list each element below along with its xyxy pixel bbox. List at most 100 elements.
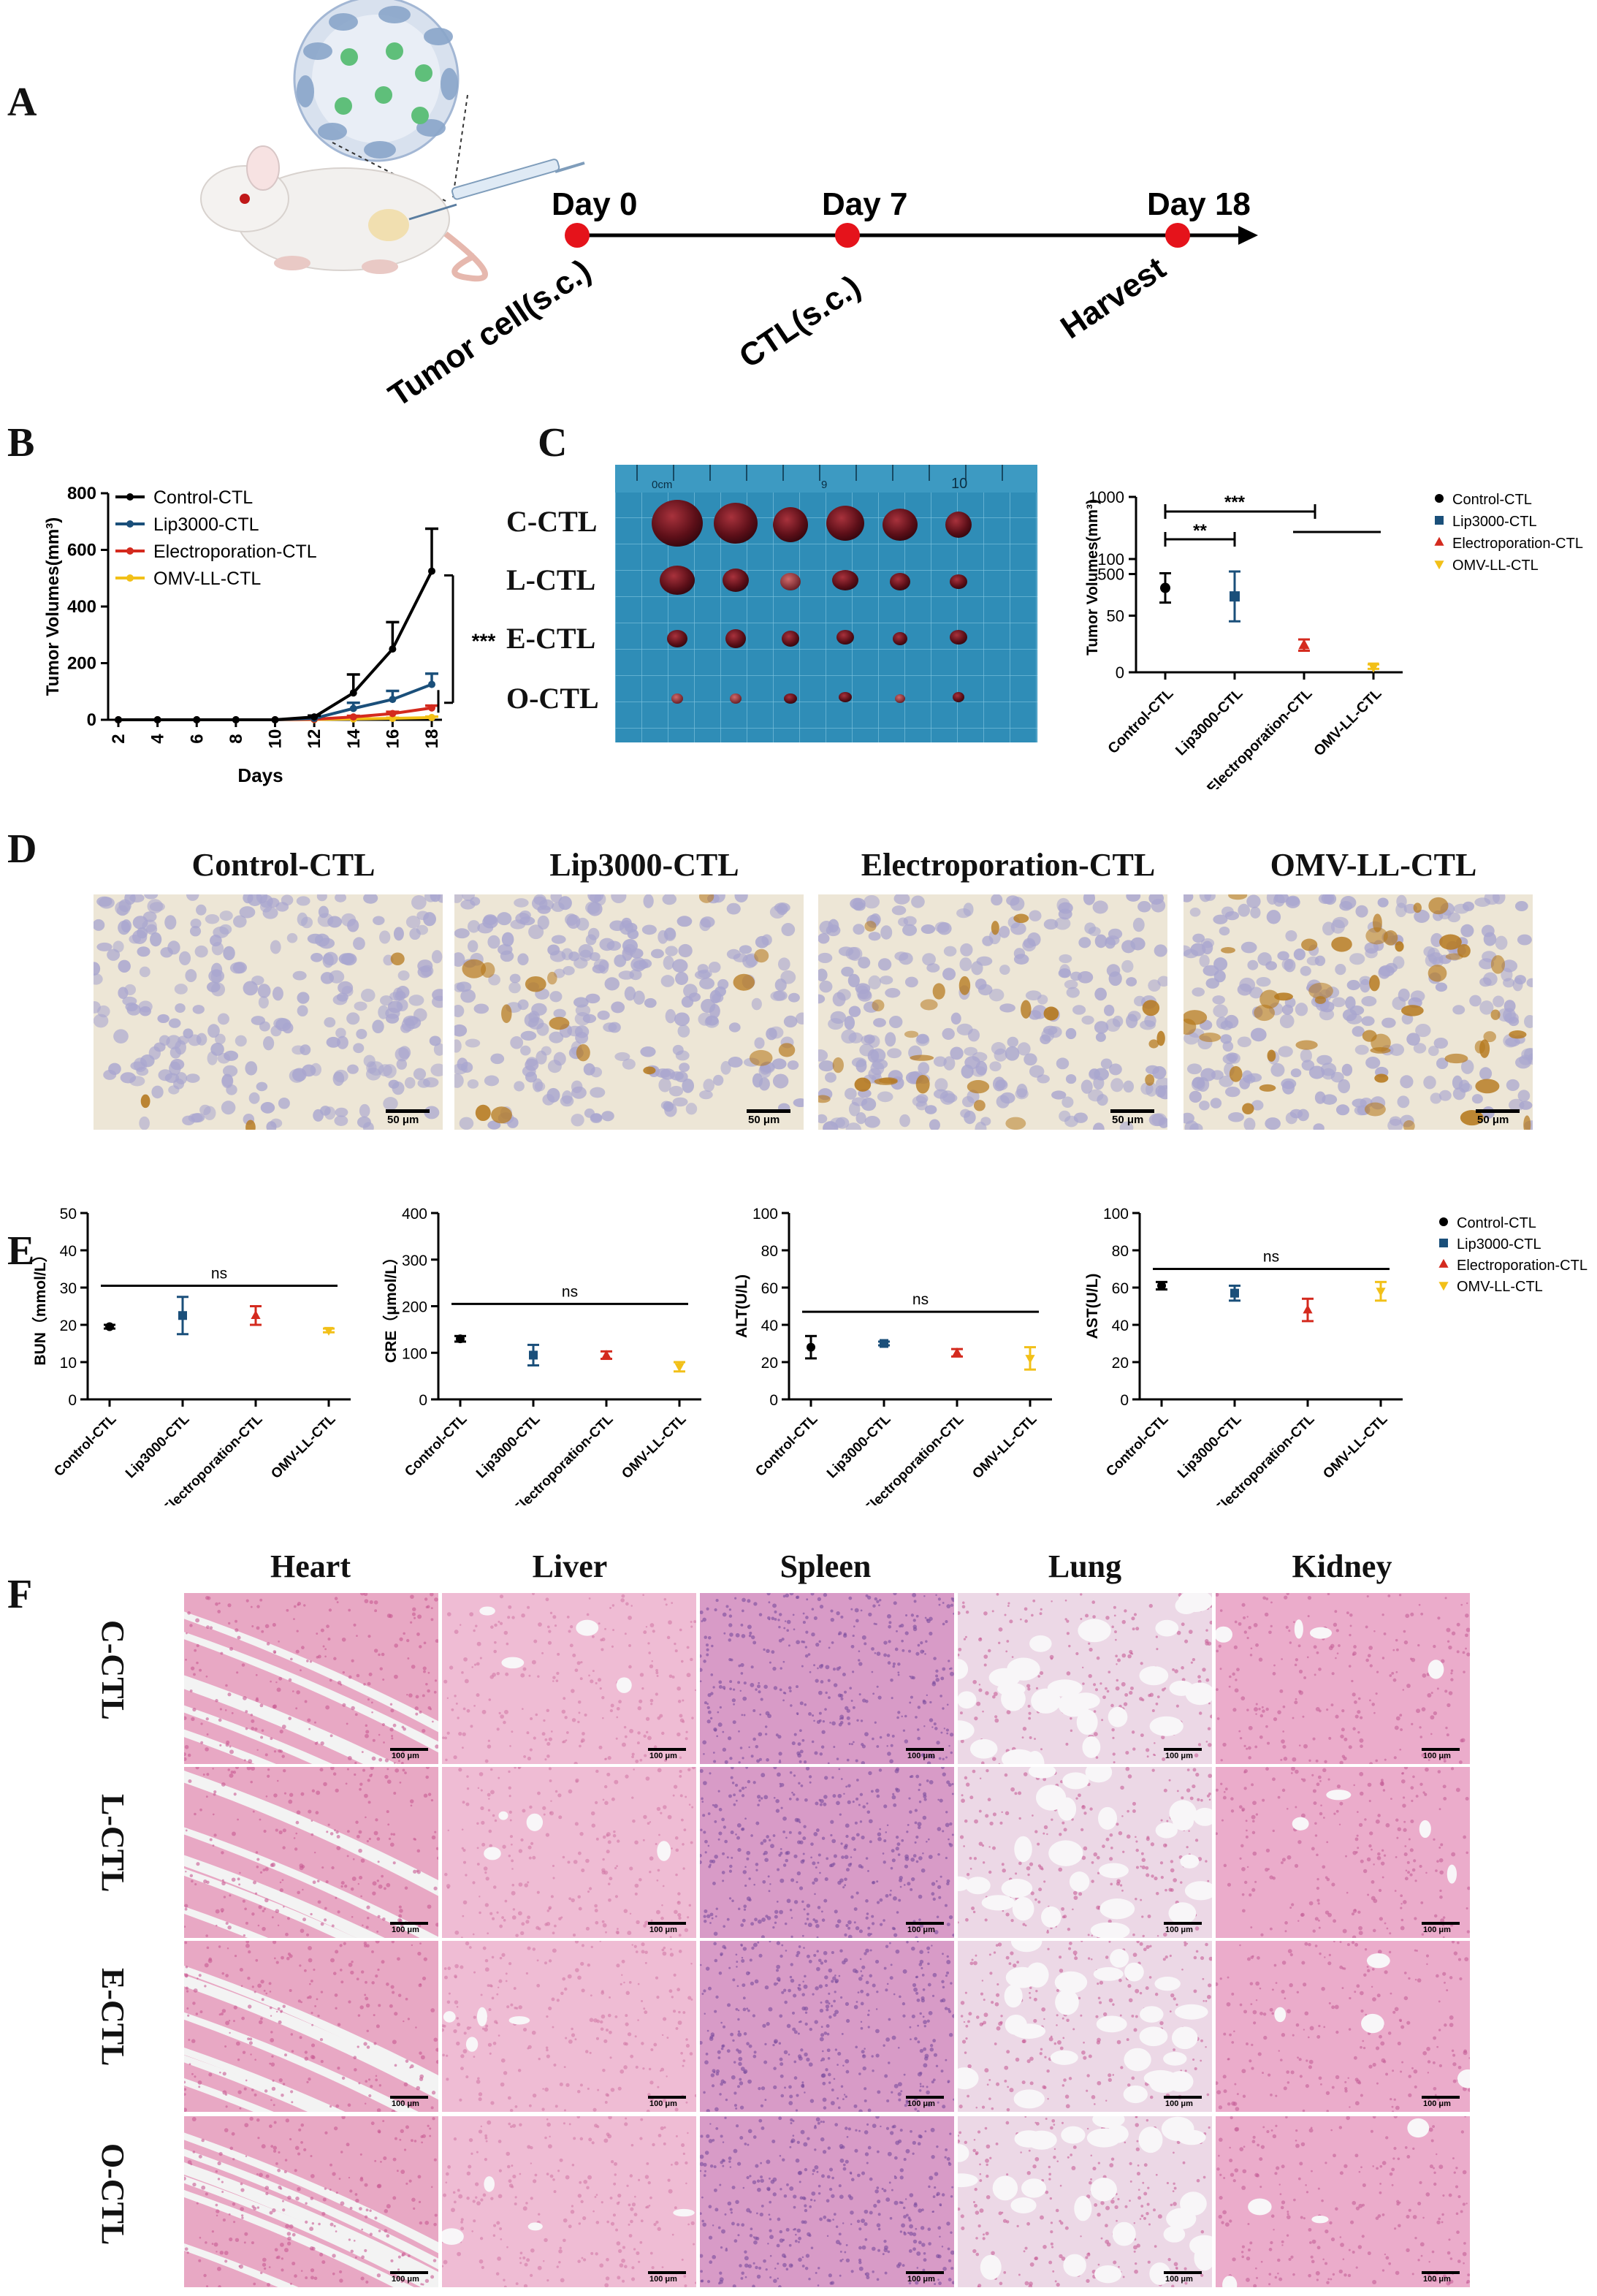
nucleus — [302, 1888, 304, 1891]
nucleus — [1064, 1115, 1078, 1128]
nucleus — [203, 1879, 207, 1884]
nucleus — [482, 916, 498, 929]
nucleus — [256, 1605, 260, 1608]
nucleus — [260, 2017, 263, 2021]
nucleus — [297, 912, 308, 927]
nucleus — [1281, 1739, 1285, 1744]
nucleus — [537, 1791, 541, 1795]
nucleus — [1326, 1708, 1329, 1711]
nucleus — [399, 1782, 402, 1784]
nucleus — [804, 1646, 808, 1649]
nucleus — [1318, 1926, 1321, 1929]
nucleus — [917, 1643, 921, 1647]
day-7-label: Day 7 — [822, 186, 907, 222]
data-point — [880, 1339, 888, 1348]
nucleus — [335, 1896, 338, 1899]
nucleus — [932, 1897, 936, 1901]
lumen — [1001, 1879, 1033, 1898]
nucleus — [1425, 1767, 1429, 1772]
nucleus — [543, 1719, 546, 1722]
nucleus — [1302, 1715, 1305, 1718]
nucleus — [1043, 1880, 1046, 1883]
nucleus — [729, 1632, 733, 1637]
stain-spot — [1483, 1031, 1496, 1043]
nucleus — [691, 1717, 694, 1719]
nucleus — [1023, 938, 1035, 949]
nucleus — [704, 1919, 707, 1923]
nucleus — [1095, 1032, 1106, 1042]
nucleus — [668, 1085, 684, 1097]
stain-spot — [698, 894, 714, 903]
nucleus — [113, 940, 124, 953]
nucleus — [662, 1951, 667, 1956]
nucleus — [1334, 1610, 1338, 1613]
lumen — [1292, 1817, 1309, 1831]
nucleus — [602, 2068, 606, 2072]
nucleus — [876, 1794, 880, 1798]
nucleus — [844, 1884, 847, 1887]
nucleus — [308, 1945, 312, 1950]
nucleus — [185, 1986, 189, 1990]
nucleus — [206, 1625, 210, 1630]
nucleus — [731, 1899, 734, 1903]
nucleus — [817, 1667, 819, 1670]
nucleus — [245, 1941, 250, 1944]
nucleus — [728, 1623, 733, 1627]
nucleus — [281, 1725, 286, 1729]
stain-spot — [245, 1120, 256, 1130]
nucleus — [490, 1985, 493, 1988]
tissue-gap — [184, 1611, 438, 1733]
nucleus — [1272, 1672, 1276, 1676]
nucleus — [329, 1734, 333, 1738]
nucleus — [831, 1721, 836, 1726]
nucleus — [1441, 1659, 1445, 1663]
nucleus — [855, 1833, 860, 1837]
nucleus — [848, 1596, 853, 1600]
nucleus — [1048, 1026, 1062, 1038]
nucleus — [1335, 1104, 1350, 1116]
nucleus — [726, 902, 741, 915]
stain-spot — [1444, 1053, 1468, 1064]
nucleus — [1121, 1619, 1126, 1624]
nucleus — [939, 1798, 943, 1803]
nucleus — [1106, 1689, 1110, 1693]
nucleus — [782, 1863, 787, 1867]
nucleus — [1307, 1615, 1310, 1618]
nucleus — [462, 1860, 467, 1864]
nucleus — [918, 1783, 922, 1787]
nucleus — [536, 1890, 540, 1894]
nucleus — [601, 1920, 605, 1923]
nucleus — [268, 1982, 272, 1985]
nucleus — [685, 2043, 690, 2048]
nucleus — [682, 1867, 685, 1870]
nucleus — [205, 1595, 210, 1600]
nucleus — [889, 1893, 892, 1896]
nucleus — [378, 1653, 381, 1657]
nucleus — [630, 1605, 633, 1607]
nucleus — [602, 1858, 605, 1861]
nucleus — [398, 1905, 402, 1909]
nucleus — [392, 2040, 397, 2045]
nucleus — [690, 1621, 693, 1623]
nucleus — [1189, 908, 1201, 917]
nucleus — [723, 1825, 727, 1829]
nucleus — [806, 1917, 809, 1920]
nucleus — [679, 1770, 682, 1774]
nucleus — [862, 1698, 866, 1703]
nucleus — [1421, 1933, 1425, 1936]
x-tick-label: OMV-LL-CTL — [268, 1411, 338, 1481]
nucleus — [818, 994, 826, 1004]
nucleus — [737, 1681, 741, 1684]
nucleus — [1289, 1907, 1292, 1909]
nucleus — [1007, 1602, 1010, 1605]
nucleus — [867, 1870, 869, 1872]
nucleus — [731, 1782, 735, 1784]
nucleus — [1246, 894, 1261, 908]
ihc-title-lip3000: Lip3000-CTL — [549, 847, 739, 883]
nucleus — [782, 1831, 786, 1833]
nucleus — [320, 1922, 324, 1926]
nucleus — [234, 1954, 237, 1958]
nucleus — [997, 1641, 1001, 1645]
nucleus — [263, 1907, 266, 1910]
nucleus — [777, 957, 790, 971]
